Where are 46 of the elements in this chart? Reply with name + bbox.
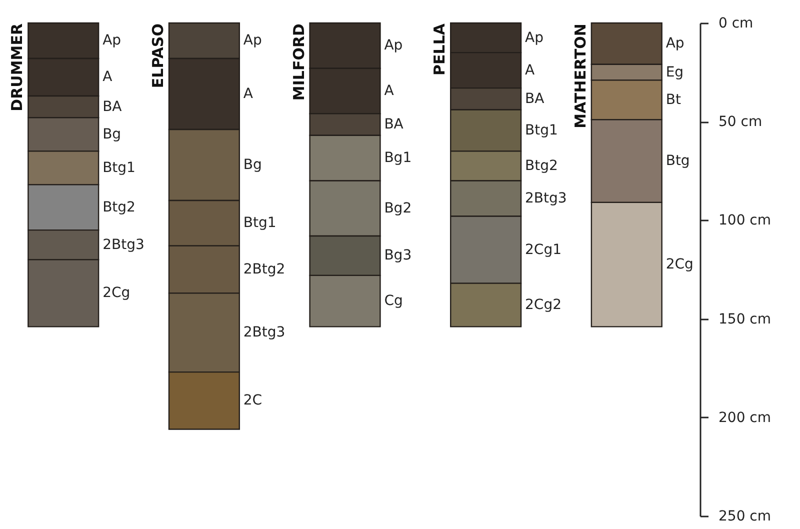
annotation: Ap [384, 38, 403, 54]
annotation: Ap [102, 32, 122, 49]
annotation: 2Btg2 [243, 262, 286, 278]
annotation: A [243, 86, 254, 102]
annotation: 2Cg [102, 285, 130, 302]
text: Btg [666, 153, 690, 170]
annotation: Btg2 [102, 199, 136, 216]
annotation: 2C [243, 392, 262, 409]
annotation: 2Btg3 [102, 236, 144, 253]
text: Bt [666, 92, 682, 108]
annotation: 2Btg3 [243, 324, 286, 341]
annotation: Ap [525, 30, 544, 46]
annotation: A [525, 62, 536, 78]
x-tick-label: MILFORD [290, 24, 308, 101]
annotation: Btg2 [525, 158, 558, 174]
annotation: 2Cg2 [525, 296, 562, 313]
annotation: 2Btg3 [525, 190, 567, 207]
annotation: Bg [102, 126, 122, 142]
annotation: 2Cg1 [525, 242, 562, 258]
x-tick-label: PELLA [430, 23, 449, 76]
annotation: Btg1 [102, 160, 136, 176]
annotation: Bg3 [384, 248, 412, 264]
annotation: BA [102, 98, 122, 115]
annotation: Bg2 [384, 200, 412, 216]
annotation: Ap [243, 32, 262, 49]
y-tick-label: 150 cm [718, 311, 772, 328]
annotation: Btg1 [525, 122, 558, 138]
y-tick-label: 100 cm [718, 212, 772, 229]
x-tick-label: DRUMMER [8, 23, 26, 112]
y-tick-label: 50 cm [718, 114, 762, 130]
y-tick-label: 250 cm [718, 508, 772, 524]
text: 2Cg [666, 256, 694, 273]
text: Eg [666, 64, 684, 80]
annotation: BA [384, 116, 404, 133]
annotation: A [384, 83, 394, 100]
y-tick-label: 0 cm [718, 16, 754, 32]
annotation: A [102, 69, 113, 86]
text: Ap [666, 36, 684, 52]
annotation: BA [525, 90, 545, 107]
annotation: Btg1 [243, 215, 276, 232]
annotation: Cg [384, 293, 403, 310]
annotation: Bg [243, 156, 262, 173]
annotation: Bg1 [384, 150, 412, 166]
x-tick-label: ELPASO [148, 24, 167, 88]
y-tick-label: 200 cm [718, 410, 772, 426]
x-tick-label: MATHERTON [571, 24, 590, 128]
